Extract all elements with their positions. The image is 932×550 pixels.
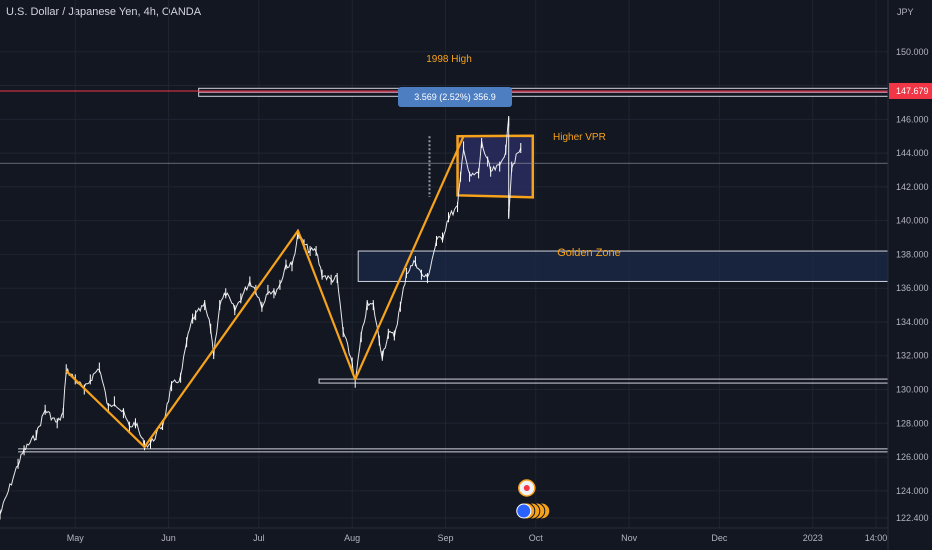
y-tick-label: 144.000: [896, 148, 929, 158]
flag-jp-dot: [523, 485, 530, 491]
y-tick-label: 138.000: [896, 249, 929, 259]
flag-us-icon[interactable]: [516, 503, 532, 519]
y-tick-label: 140.000: [896, 216, 929, 226]
y-tick-label: 132.000: [896, 351, 929, 361]
y-tick-label: 122.400: [896, 513, 929, 523]
y-tick-label: 128.000: [896, 418, 929, 428]
x-tick-label: Jul: [253, 533, 265, 543]
label-1998-high: 1998 High: [426, 54, 472, 65]
y-tick-label: 126.000: [896, 452, 929, 462]
price-series: [0, 116, 522, 520]
x-tick-label: May: [67, 533, 85, 543]
x-tick-label: Jun: [161, 533, 176, 543]
x-tick-label: 14:00: [865, 533, 888, 543]
annotations: 3.569 (2.52%) 356.9 1998 High Higher VPR Go…: [398, 54, 621, 520]
higher-vpr-box: [456, 134, 535, 199]
chart-title: U.S. Dollar / Japanese Yen, 4h, OANDA: [6, 6, 202, 18]
label-higher-vpr: Higher VPR: [553, 132, 606, 143]
x-tick-label: Aug: [344, 533, 360, 543]
x-tick-label: 2023: [803, 533, 823, 543]
x-tick-label: Oct: [529, 533, 544, 543]
y-axis-bg: [888, 0, 932, 550]
measure-label: 3.569 (2.52%) 356.9: [414, 92, 496, 102]
y-tick-label: 136.000: [896, 283, 929, 293]
y-tick-label: 134.000: [896, 317, 929, 327]
price-tag: 147.679: [896, 86, 929, 96]
y-tick-label: 150.000: [896, 47, 929, 57]
golden-zone-box: [357, 250, 889, 282]
price-line: [0, 117, 522, 515]
x-tick-label: Sep: [437, 533, 453, 543]
y-tick-label: 142.000: [896, 182, 929, 192]
price-tag-bg: [889, 82, 932, 99]
x-tick-label: Dec: [711, 533, 728, 543]
levels: [0, 87, 889, 453]
label-golden-zone: Golden Zone: [557, 247, 621, 259]
y-tick-label: 146.000: [896, 114, 929, 124]
measure-label-bg: [398, 87, 512, 107]
currency-label: JPY: [897, 7, 914, 17]
y-tick-label: 130.000: [896, 385, 929, 395]
support-line-130: [318, 378, 889, 384]
zones: [357, 134, 889, 282]
zigzag-pattern[interactable]: [65, 135, 465, 448]
y-tick-label: 124.000: [896, 486, 929, 496]
zigzag-line[interactable]: [65, 135, 465, 448]
x-tick-label: Nov: [621, 533, 638, 543]
